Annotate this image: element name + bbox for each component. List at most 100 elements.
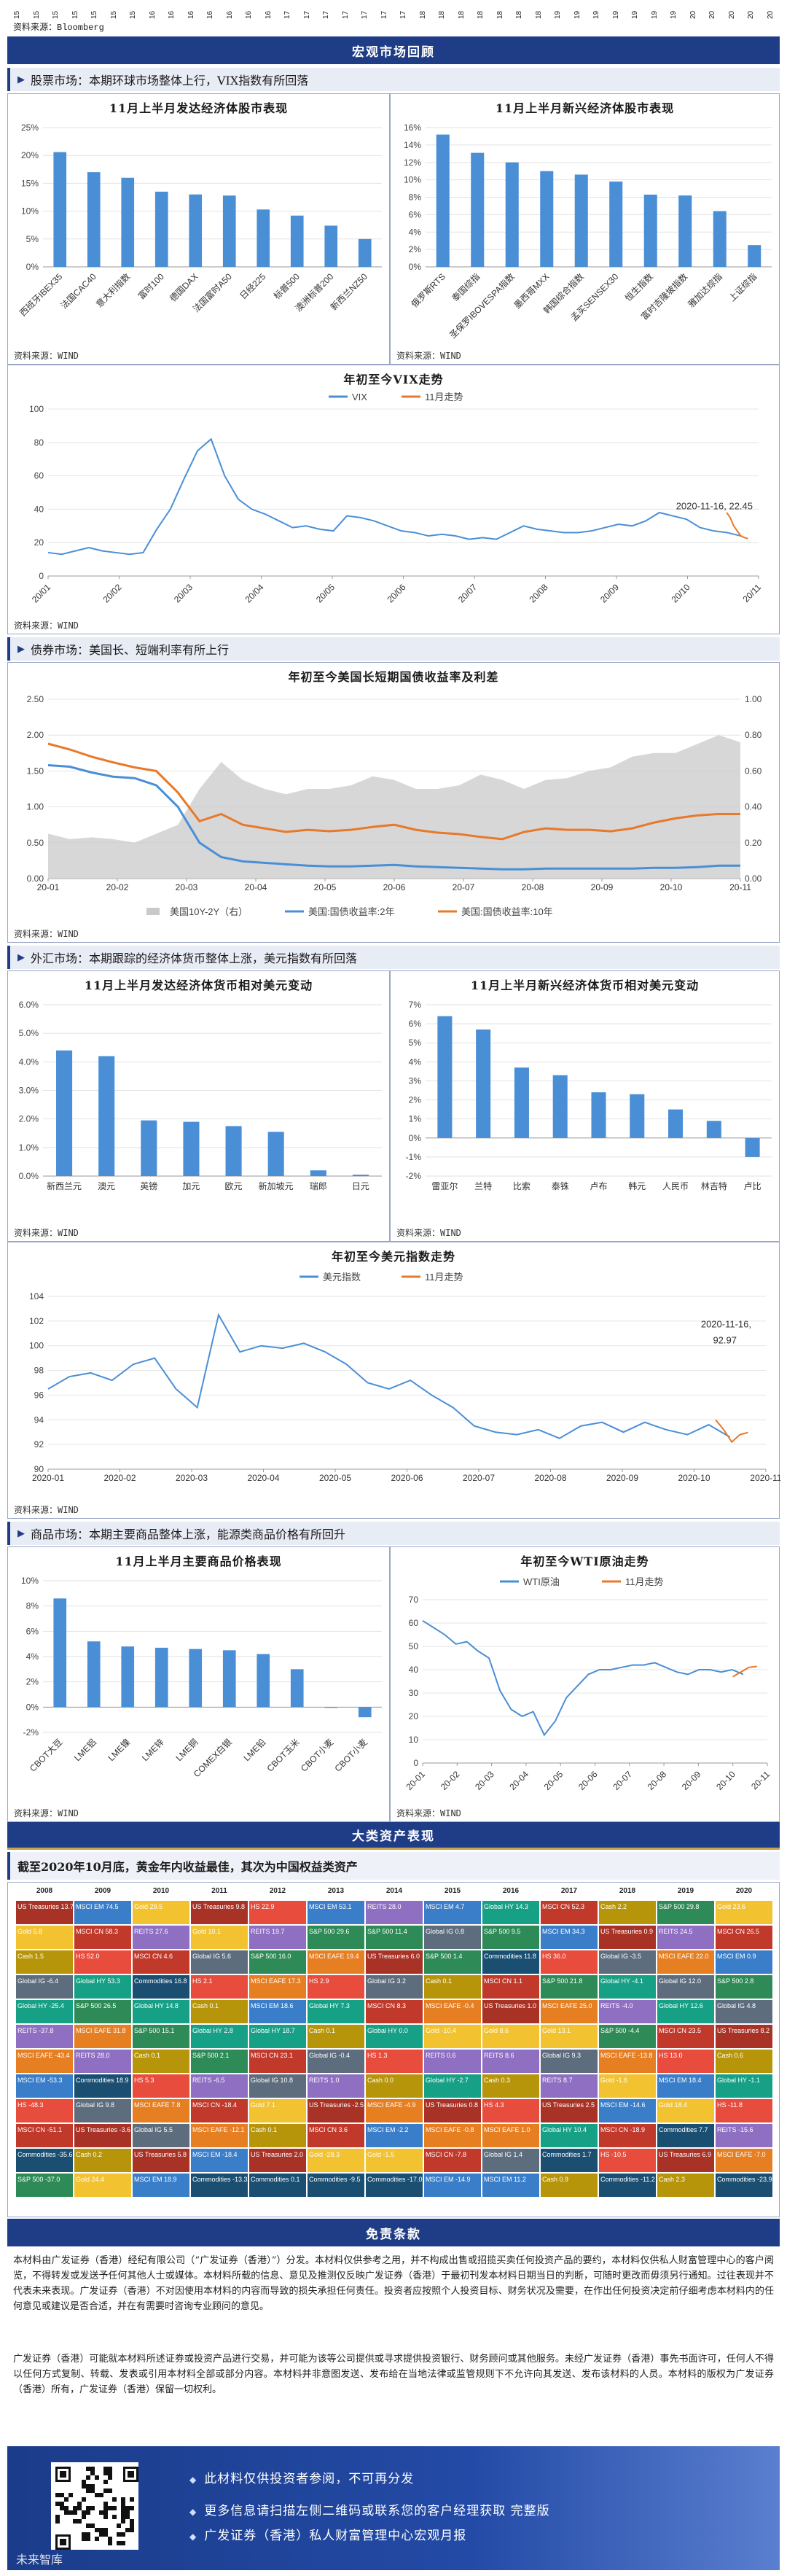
asset-cell: Commodities 11.8 xyxy=(482,1950,540,1974)
bar xyxy=(476,1029,491,1138)
x-category-label: 恒生指数 xyxy=(622,271,655,304)
asset-cell: S&P 500 21.8 xyxy=(540,1974,598,1999)
equity-heading-text: 股票市场：本期环球市场整体上行，VIX指数有所回落 xyxy=(31,74,309,87)
fx-developed-chart: 0.0% 1.0% 2.0% 3.0% 4.0% 5.0% 6.0% 新西兰元 澳元 英镑 加元 欧元… xyxy=(19,1000,382,1191)
x-category-label: LME铝 xyxy=(71,1737,98,1764)
bar xyxy=(706,1121,721,1138)
asset-cell: HS 2.1 xyxy=(190,1974,248,1999)
asset-cell: US Treasuries 0.8 xyxy=(423,2098,482,2123)
bar xyxy=(121,1646,135,1708)
asset-cell: Cash 0.1 xyxy=(248,2123,307,2148)
y-tick-label: 40 xyxy=(34,504,44,514)
top-strip-label: 20 xyxy=(708,10,716,19)
y-tick-label: 8% xyxy=(409,192,422,203)
asset-cell: Gold -1.5 xyxy=(365,2148,423,2173)
asset-cell: Cash 0.0 xyxy=(365,2074,423,2098)
vix-panel: 年初至今VIX走势 0 20 40 60 80 100 20/01 20/02 20/03 20/… xyxy=(7,365,780,634)
bar xyxy=(540,171,554,267)
year-header: 2009 xyxy=(94,1887,111,1895)
asset-cell: Gold 10.1 xyxy=(190,1925,248,1950)
fx-heading: ▶ 外汇市场：本期跟踪的经济体货币整体上涨，美元指数有所回落 xyxy=(7,946,780,969)
y2-tick-label: 1.00 xyxy=(745,694,762,704)
y-tick-label: 14% xyxy=(404,140,421,150)
x-category-label: 富时100 xyxy=(136,271,166,301)
bond-heading-text: 债券市场：美国长、短端利率有所上行 xyxy=(31,643,230,657)
y-tick-label: 90 xyxy=(34,1464,44,1474)
legend-label: 美国10Y-2Y（右） xyxy=(170,906,248,917)
source-label: 资料来源：WIND xyxy=(14,929,79,939)
top-strip-label: 19 xyxy=(592,10,600,19)
source-label: 资料来源：WIND xyxy=(14,1228,79,1238)
asset-cell: S&P 500 -37.0 xyxy=(15,2173,74,2198)
bar xyxy=(643,194,657,267)
top-strip-label: 19 xyxy=(631,10,639,19)
x-category-label: LME铜 xyxy=(173,1737,200,1764)
top-strip-label: 16 xyxy=(264,10,273,19)
asset-cell: US Treasuries -2.5 xyxy=(307,2098,365,2123)
x-category-label: 日经225 xyxy=(238,271,267,301)
y-tick-label: 100 xyxy=(29,404,44,414)
y-tick-label: 80 xyxy=(34,437,44,448)
asset-cell: MSCI EAFE 19.4 xyxy=(307,1950,365,1974)
x-tick-label: 2020-07 xyxy=(463,1473,495,1483)
asset-cell: Global IG 12.0 xyxy=(657,1974,715,1999)
asset-cell: MSCI CN 1.1 xyxy=(482,1974,540,1999)
fx-emerging-chart: -2% -1% 0% 1% 2% 3% 4% 5% 6% 7% 雷亚尔 兰特 比索 泰铢 卢布 韩元 人民币 林吉… xyxy=(406,1000,772,1191)
bar xyxy=(154,191,168,267)
top-strip-label: 15 xyxy=(90,10,98,19)
asset-cell: REITS -6.5 xyxy=(190,2074,248,2098)
x-category-label: 泰铢 xyxy=(552,1180,569,1191)
asset-cell: S&P 500 2.1 xyxy=(190,2049,248,2074)
asset-cell: HS -48.3 xyxy=(15,2098,74,2123)
x-tick-label: 20-03 xyxy=(473,1769,496,1792)
top-strip-label: 19 xyxy=(573,10,582,19)
dxy-chart: 90 92 94 96 98 100 102 104 2020-01 2020-02 2020-03… xyxy=(29,1272,780,1483)
fx-developed-title: 11月上半月发达经济体货币相对美元变动 xyxy=(84,978,313,992)
top-strip-label: 15 xyxy=(52,10,60,19)
asset-cell: Global IG 3.2 xyxy=(365,1974,423,1999)
footer-line-2: 更多信息请扫描左侧二维码或联系您的客户经理获取 完整版 xyxy=(189,2500,550,2518)
y-tick-label: 92 xyxy=(34,1439,44,1450)
qr-code-icon[interactable] xyxy=(51,2462,138,2550)
y-tick-label: 4% xyxy=(409,227,422,237)
source-label: 资料来源：WIND xyxy=(14,351,79,361)
wti-nov-line xyxy=(732,1665,757,1678)
asset-cell: US Treasuries 1.0 xyxy=(482,1999,540,2024)
asset-cell: MSCI CN 3.6 xyxy=(307,2123,365,2148)
y-tick-label: 15% xyxy=(21,178,39,188)
asset-cell: Global IG 9.3 xyxy=(540,2049,598,2074)
vix-nov-line xyxy=(726,512,748,540)
x-tick-label: 20/08 xyxy=(527,582,549,604)
y-tick-label: 104 xyxy=(29,1291,44,1301)
y-tick-label: 1% xyxy=(409,1114,422,1124)
x-category-label: LME镍 xyxy=(106,1737,133,1763)
y-tick-label: 10% xyxy=(21,1576,39,1586)
asset-cell: Gold 13.1 xyxy=(540,2024,598,2049)
asset-cell: S&P 500 29.8 xyxy=(657,1900,715,1925)
bar xyxy=(121,177,135,267)
x-category-label: 林吉特 xyxy=(701,1180,727,1191)
y-tick-label: 100 xyxy=(29,1341,44,1351)
x-tick-label: 20/10 xyxy=(669,582,692,604)
bar xyxy=(678,195,692,267)
bullet-icon: ▶ xyxy=(17,1528,25,1539)
asset-cell: MSCI CN -18.4 xyxy=(190,2098,248,2123)
legend-label: 美元指数 xyxy=(323,1272,361,1283)
x-category-label: 泰国综指 xyxy=(450,271,482,304)
asset-cell: Global HY -2.7 xyxy=(423,2074,482,2098)
asset-cell: Global IG 0.8 xyxy=(423,1925,482,1950)
y-tick-label: 50 xyxy=(409,1641,419,1651)
legend-label: 11月走势 xyxy=(425,1272,463,1283)
top-strip-label: 15 xyxy=(129,10,137,19)
y-tick-label: -2% xyxy=(23,1727,39,1738)
y-tick-label: 0% xyxy=(26,262,39,272)
asset-cell: MSCI EAFE -12.1 xyxy=(190,2123,248,2148)
asset-cell: Cash 1.5 xyxy=(15,1950,74,1974)
asset-cell: US Treasuries 6.9 xyxy=(657,2148,715,2173)
year-header: 2015 xyxy=(444,1887,461,1895)
asset-cell: US Treasuries 2.0 xyxy=(248,2148,307,2173)
asset-cell: Cash 0.3 xyxy=(482,2074,540,2098)
x-tick-label: 2020-04 xyxy=(247,1473,279,1483)
y-tick-label: 2.0% xyxy=(19,1114,39,1124)
asset-cell: Commodities -23.9 xyxy=(715,2173,773,2198)
